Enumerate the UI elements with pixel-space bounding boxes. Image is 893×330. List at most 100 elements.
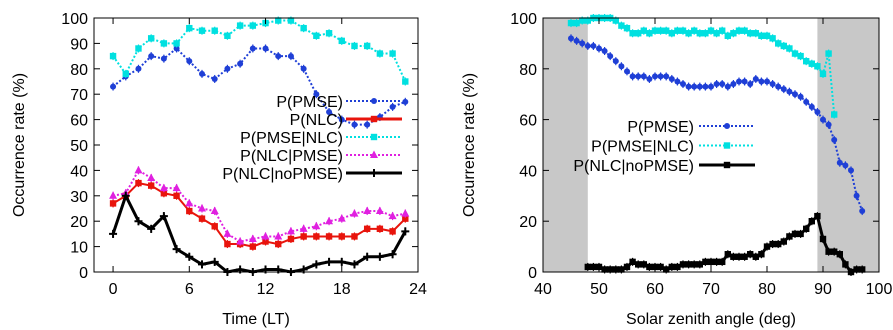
left-y-tick-label: 40: [70, 163, 88, 180]
left-data-point: [109, 191, 118, 199]
right-data-point: [791, 50, 799, 57]
right-y-tick-label: 60: [519, 113, 537, 130]
left-x-tick-label: 12: [257, 281, 275, 298]
left-data-point: [351, 121, 358, 128]
right-legend-label: P(PMSE): [627, 119, 694, 136]
left-data-point: [159, 212, 168, 221]
right-data-point: [775, 83, 782, 90]
right-data-point: [791, 230, 799, 238]
right-data-point: [674, 27, 681, 34]
right-data-point: [612, 58, 619, 65]
right-data-point: [685, 30, 692, 37]
right-y-tick-label: 100: [510, 11, 537, 28]
left-x-tick-label: 24: [409, 281, 427, 298]
left-data-point: [337, 257, 346, 266]
right-data-point: [657, 263, 664, 271]
right-data-point: [674, 263, 681, 271]
left-data-point: [401, 227, 410, 236]
right-data-point: [696, 30, 703, 37]
right-data-point: [612, 266, 619, 273]
right-data-point: [797, 52, 804, 60]
right-data-point: [758, 251, 765, 258]
right-data-point: [685, 261, 692, 268]
left-data-point: [185, 198, 194, 207]
right-data-point: [579, 17, 586, 24]
left-data-point: [402, 78, 409, 85]
right-data-point: [741, 27, 748, 34]
right-data-point: [646, 75, 653, 82]
left-series-line-p-pmse-nlc: [112, 19, 407, 82]
left-y-tick-label: 30: [70, 189, 88, 206]
right-legend-marker: [723, 142, 731, 149]
right-data-point: [825, 121, 832, 128]
left-data-point: [186, 58, 193, 65]
left-data-point: [312, 221, 321, 230]
right-data-point: [696, 261, 703, 268]
right-data-point: [825, 50, 832, 57]
left-data-point: [363, 252, 372, 261]
left-data-point: [286, 226, 295, 235]
left-data-point: [388, 211, 397, 220]
left-data-point: [173, 45, 180, 52]
right-data-point: [702, 30, 709, 37]
left-data-point: [338, 37, 345, 45]
right-data-point: [786, 233, 793, 240]
left-series-p-nlc-nopmse: [109, 191, 410, 276]
right-data-point: [747, 30, 754, 37]
right-data-point: [730, 30, 737, 37]
right-series-p-pmse-nlc: [567, 14, 838, 119]
right-data-point: [747, 251, 754, 258]
left-data-point: [224, 240, 231, 248]
left-data-point: [313, 233, 320, 240]
right-data-point: [573, 19, 580, 27]
right-data-point: [663, 27, 670, 34]
right-data-point: [853, 266, 860, 273]
left-data-point: [313, 91, 320, 98]
right-data-point: [719, 27, 726, 34]
left-data-point: [199, 70, 205, 77]
right-data-point: [691, 83, 698, 90]
right-data-point: [640, 261, 647, 268]
right-data-point: [646, 263, 653, 271]
right-data-point: [652, 73, 658, 80]
left-data-point: [173, 40, 180, 47]
left-data-point: [236, 237, 245, 245]
right-x-tick-label: 80: [758, 281, 776, 298]
right-data-point: [730, 253, 737, 260]
right-data-point: [752, 75, 759, 82]
right-data-point: [668, 75, 675, 82]
left-legend-label: P(PMSE|NLC): [240, 130, 343, 147]
left-data-point: [262, 238, 269, 245]
left-data-point: [262, 45, 269, 52]
right-data-point: [663, 73, 670, 80]
right-panel: 0 20 40 60 80 100 40 50 60 70 80 90 100 Solar zenith…: [461, 11, 892, 328]
left-data-point: [134, 165, 143, 174]
left-data-point: [312, 260, 321, 269]
left-data-point: [210, 206, 219, 215]
left-data-point: [364, 121, 371, 128]
right-data-point: [567, 19, 575, 27]
right-legend-marker: [723, 161, 731, 169]
right-x-tick-label: 70: [702, 281, 720, 298]
left-data-point: [389, 228, 396, 235]
right-data-point: [674, 78, 681, 85]
left-series-p-pmse: [110, 44, 409, 129]
right-data-point: [584, 42, 591, 49]
left-data-point: [389, 103, 396, 110]
right-x-tick-label: 40: [534, 281, 552, 298]
left-y-tick-label: 90: [70, 36, 88, 53]
right-data-point: [853, 192, 860, 199]
left-data-point: [337, 214, 346, 222]
right-data-point: [819, 70, 827, 78]
right-shaded-region-1: [817, 18, 879, 272]
left-legend-label: P(NLC): [290, 112, 343, 129]
right-data-point: [708, 83, 714, 90]
left-legend-label: P(NLC|noPMSE): [222, 166, 343, 183]
left-data-point: [287, 17, 295, 24]
left-data-point: [325, 233, 333, 240]
left-legend-marker: [370, 115, 378, 123]
right-data-point: [618, 266, 625, 273]
left-data-point: [173, 192, 180, 199]
left-data-point: [338, 116, 345, 123]
